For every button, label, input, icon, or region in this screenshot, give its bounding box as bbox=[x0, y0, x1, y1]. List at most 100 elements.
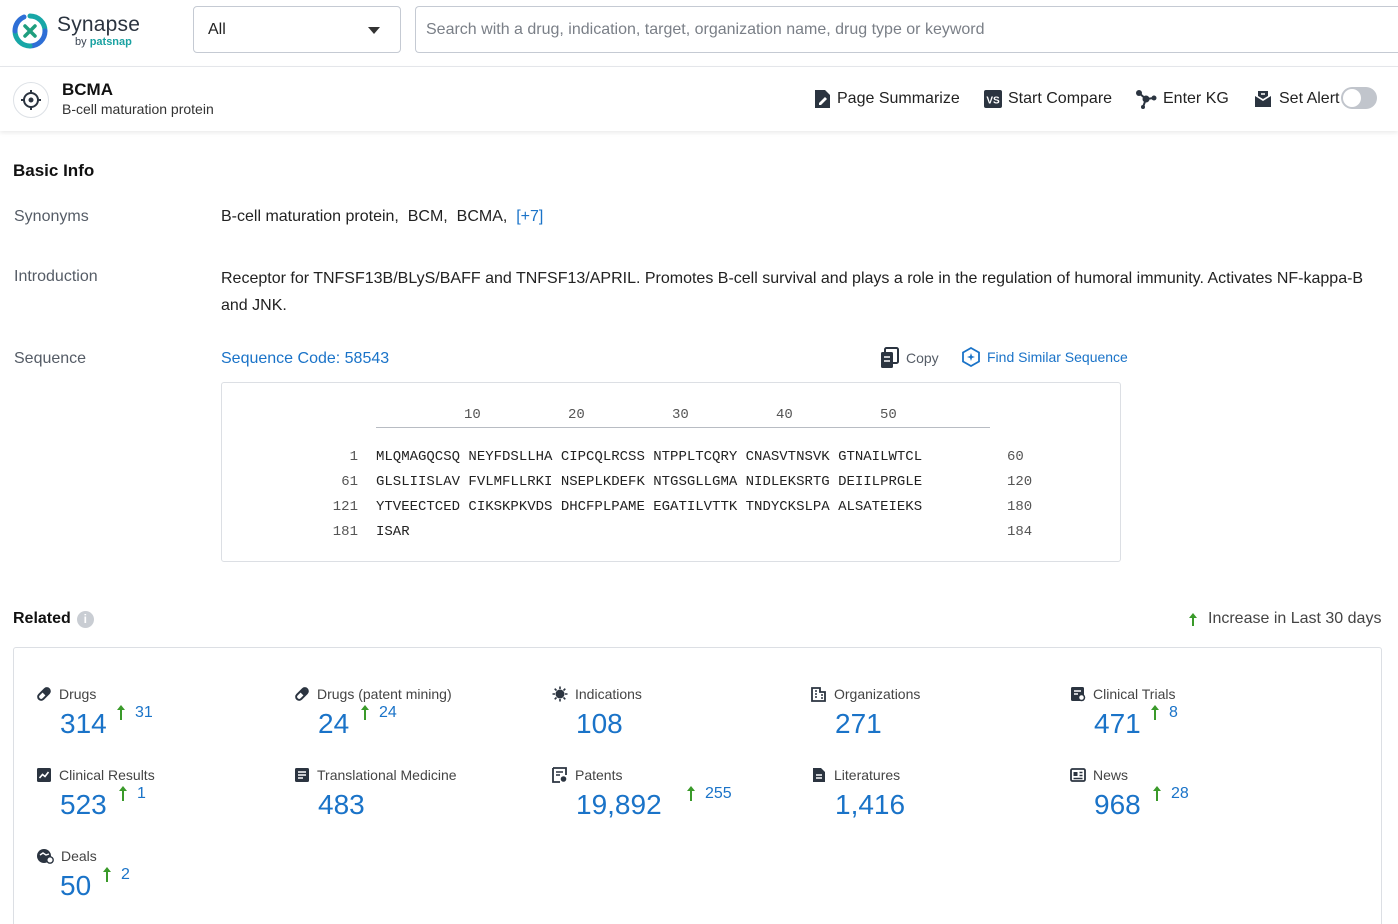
synonyms-value: B-cell maturation protein, BCM, BCMA, [+… bbox=[221, 208, 543, 226]
sequence-code-link[interactable]: Sequence Code: 58543 bbox=[221, 350, 389, 368]
synonym-item: BCM, bbox=[408, 208, 448, 225]
top-bar: Synapse by patsnap All bbox=[0, 0, 1398, 67]
related-clinical-trials[interactable]: Clinical Trials 471 8 bbox=[1070, 686, 1320, 756]
stat-increase: 2 bbox=[102, 866, 130, 884]
up-arrow-icon bbox=[116, 704, 126, 721]
enter-kg-label: Enter KG bbox=[1163, 90, 1229, 108]
related-translational-medicine[interactable]: Translational Medicine 483 bbox=[294, 767, 544, 837]
app-name: Synapse bbox=[57, 13, 140, 37]
sequence-residues: YTVEECTCED CIKSKPKVDS DHCFPLPAME EGATILV… bbox=[376, 499, 922, 515]
news-icon bbox=[1070, 767, 1086, 783]
enter-kg-button[interactable]: Enter KG bbox=[1135, 87, 1229, 111]
stat-label: Clinical Trials bbox=[1093, 686, 1175, 702]
sequence-residues: ISAR bbox=[376, 524, 410, 540]
pill-icon bbox=[36, 686, 52, 702]
stat-count: 1,416 bbox=[835, 789, 905, 821]
stat-count: 483 bbox=[318, 789, 365, 821]
stat-increase: 28 bbox=[1152, 785, 1189, 803]
building-icon bbox=[811, 686, 827, 702]
sequence-label: Sequence bbox=[14, 350, 86, 368]
synapse-logo[interactable]: Synapse by patsnap bbox=[12, 12, 142, 52]
related-drugs[interactable]: Drugs 314 31 bbox=[36, 686, 286, 756]
svg-text:VS: VS bbox=[986, 96, 1000, 107]
find-similar-sequence-button[interactable]: Find Similar Sequence bbox=[961, 347, 1128, 367]
copy-icon bbox=[880, 347, 900, 369]
stat-count: 108 bbox=[576, 708, 623, 740]
sequence-start: 121 bbox=[282, 499, 358, 515]
page-summarize-button[interactable]: Page Summarize bbox=[814, 87, 960, 111]
up-arrow-icon bbox=[102, 866, 112, 883]
related-drugs-patent-mining[interactable]: Drugs (patent mining) 24 24 bbox=[294, 686, 544, 756]
set-alert-toggle[interactable] bbox=[1341, 87, 1377, 109]
up-arrow-icon bbox=[1150, 704, 1160, 721]
start-compare-button[interactable]: VS Start Compare bbox=[984, 87, 1112, 111]
synonym-item: BCMA, bbox=[457, 208, 508, 225]
info-icon[interactable]: i bbox=[77, 611, 94, 628]
related-panel: Drugs 314 31 Drugs (patent mining) 24 24… bbox=[13, 647, 1382, 924]
related-patents[interactable]: Patents 19,892 255 bbox=[552, 767, 802, 837]
entity-title: BCMA bbox=[62, 80, 113, 100]
stat-label: Organizations bbox=[834, 686, 920, 702]
sequence-row: 1 MLQMAGQCSQ NEYFDSLLHA CIPCQLRCSS NTPPL… bbox=[222, 449, 1122, 469]
stat-increase: 8 bbox=[1150, 704, 1178, 722]
ruler-tick: 20 bbox=[568, 407, 585, 423]
alert-icon bbox=[1254, 90, 1273, 108]
stat-label: Literatures bbox=[834, 767, 900, 783]
stat-count: 471 bbox=[1094, 708, 1141, 740]
search-input[interactable] bbox=[415, 6, 1398, 53]
copy-button[interactable]: Copy bbox=[880, 347, 939, 369]
set-alert-label: Set Alert bbox=[1279, 90, 1339, 108]
related-clinical-results[interactable]: Clinical Results 523 1 bbox=[36, 767, 286, 837]
up-arrow-icon bbox=[118, 785, 128, 802]
stat-label: Indications bbox=[575, 686, 642, 702]
related-heading: Related i bbox=[13, 610, 94, 628]
stat-label: News bbox=[1093, 767, 1128, 783]
clinical-trial-icon bbox=[1070, 686, 1086, 702]
increase-legend-label: Increase in Last 30 days bbox=[1208, 610, 1381, 628]
up-arrow-icon bbox=[1152, 785, 1162, 802]
introduction-label: Introduction bbox=[14, 268, 98, 286]
stat-label: Translational Medicine bbox=[317, 767, 457, 783]
stat-label: Patents bbox=[575, 767, 622, 783]
summarize-icon bbox=[814, 89, 831, 109]
ruler-tick: 40 bbox=[776, 407, 793, 423]
up-arrow-icon bbox=[360, 704, 370, 721]
search-scope-select[interactable]: All bbox=[193, 6, 401, 53]
ruler-line bbox=[376, 427, 990, 428]
chart-report-icon bbox=[36, 767, 52, 783]
deal-icon bbox=[36, 848, 54, 864]
sequence-end: 180 bbox=[1007, 499, 1032, 515]
related-news[interactable]: News 968 28 bbox=[1070, 767, 1320, 837]
up-arrow-icon bbox=[686, 785, 696, 802]
synonyms-more-link[interactable]: [+7] bbox=[516, 208, 543, 225]
copy-label: Copy bbox=[906, 350, 939, 366]
ruler-tick: 10 bbox=[464, 407, 481, 423]
set-alert-button[interactable]: Set Alert bbox=[1254, 87, 1339, 111]
page-summarize-label: Page Summarize bbox=[837, 90, 960, 108]
related-deals[interactable]: Deals 50 2 bbox=[36, 848, 286, 918]
basic-info-heading: Basic Info bbox=[13, 161, 94, 181]
sequence-residues: GLSLIISLAV FVLMFLLRKI NSEPLKDEFK NTGSGLL… bbox=[376, 474, 922, 490]
stat-count: 24 bbox=[318, 708, 349, 740]
sequence-start: 61 bbox=[282, 474, 358, 490]
find-similar-icon bbox=[961, 347, 981, 367]
stat-label: Deals bbox=[61, 848, 97, 864]
sequence-row: 121 YTVEECTCED CIKSKPKVDS DHCFPLPAME EGA… bbox=[222, 499, 1122, 519]
sequence-start: 181 bbox=[282, 524, 358, 540]
document-icon bbox=[294, 767, 310, 783]
entity-header: BCMA B-cell maturation protein Page Summ… bbox=[0, 67, 1398, 131]
related-organizations[interactable]: Organizations 271 bbox=[811, 686, 1061, 756]
target-icon bbox=[13, 82, 49, 118]
sequence-end: 120 bbox=[1007, 474, 1032, 490]
synonym-item: B-cell maturation protein, bbox=[221, 208, 399, 225]
related-literatures[interactable]: Literatures 1,416 bbox=[811, 767, 1061, 837]
pill-icon bbox=[294, 686, 310, 702]
synonyms-label: Synonyms bbox=[14, 208, 89, 226]
stat-count: 271 bbox=[835, 708, 882, 740]
related-indications[interactable]: Indications 108 bbox=[552, 686, 802, 756]
ruler-tick: 50 bbox=[880, 407, 897, 423]
virus-icon bbox=[552, 686, 568, 702]
stat-increase: 255 bbox=[686, 785, 732, 803]
stat-count: 19,892 bbox=[576, 789, 662, 821]
stat-label: Drugs (patent mining) bbox=[317, 686, 452, 702]
